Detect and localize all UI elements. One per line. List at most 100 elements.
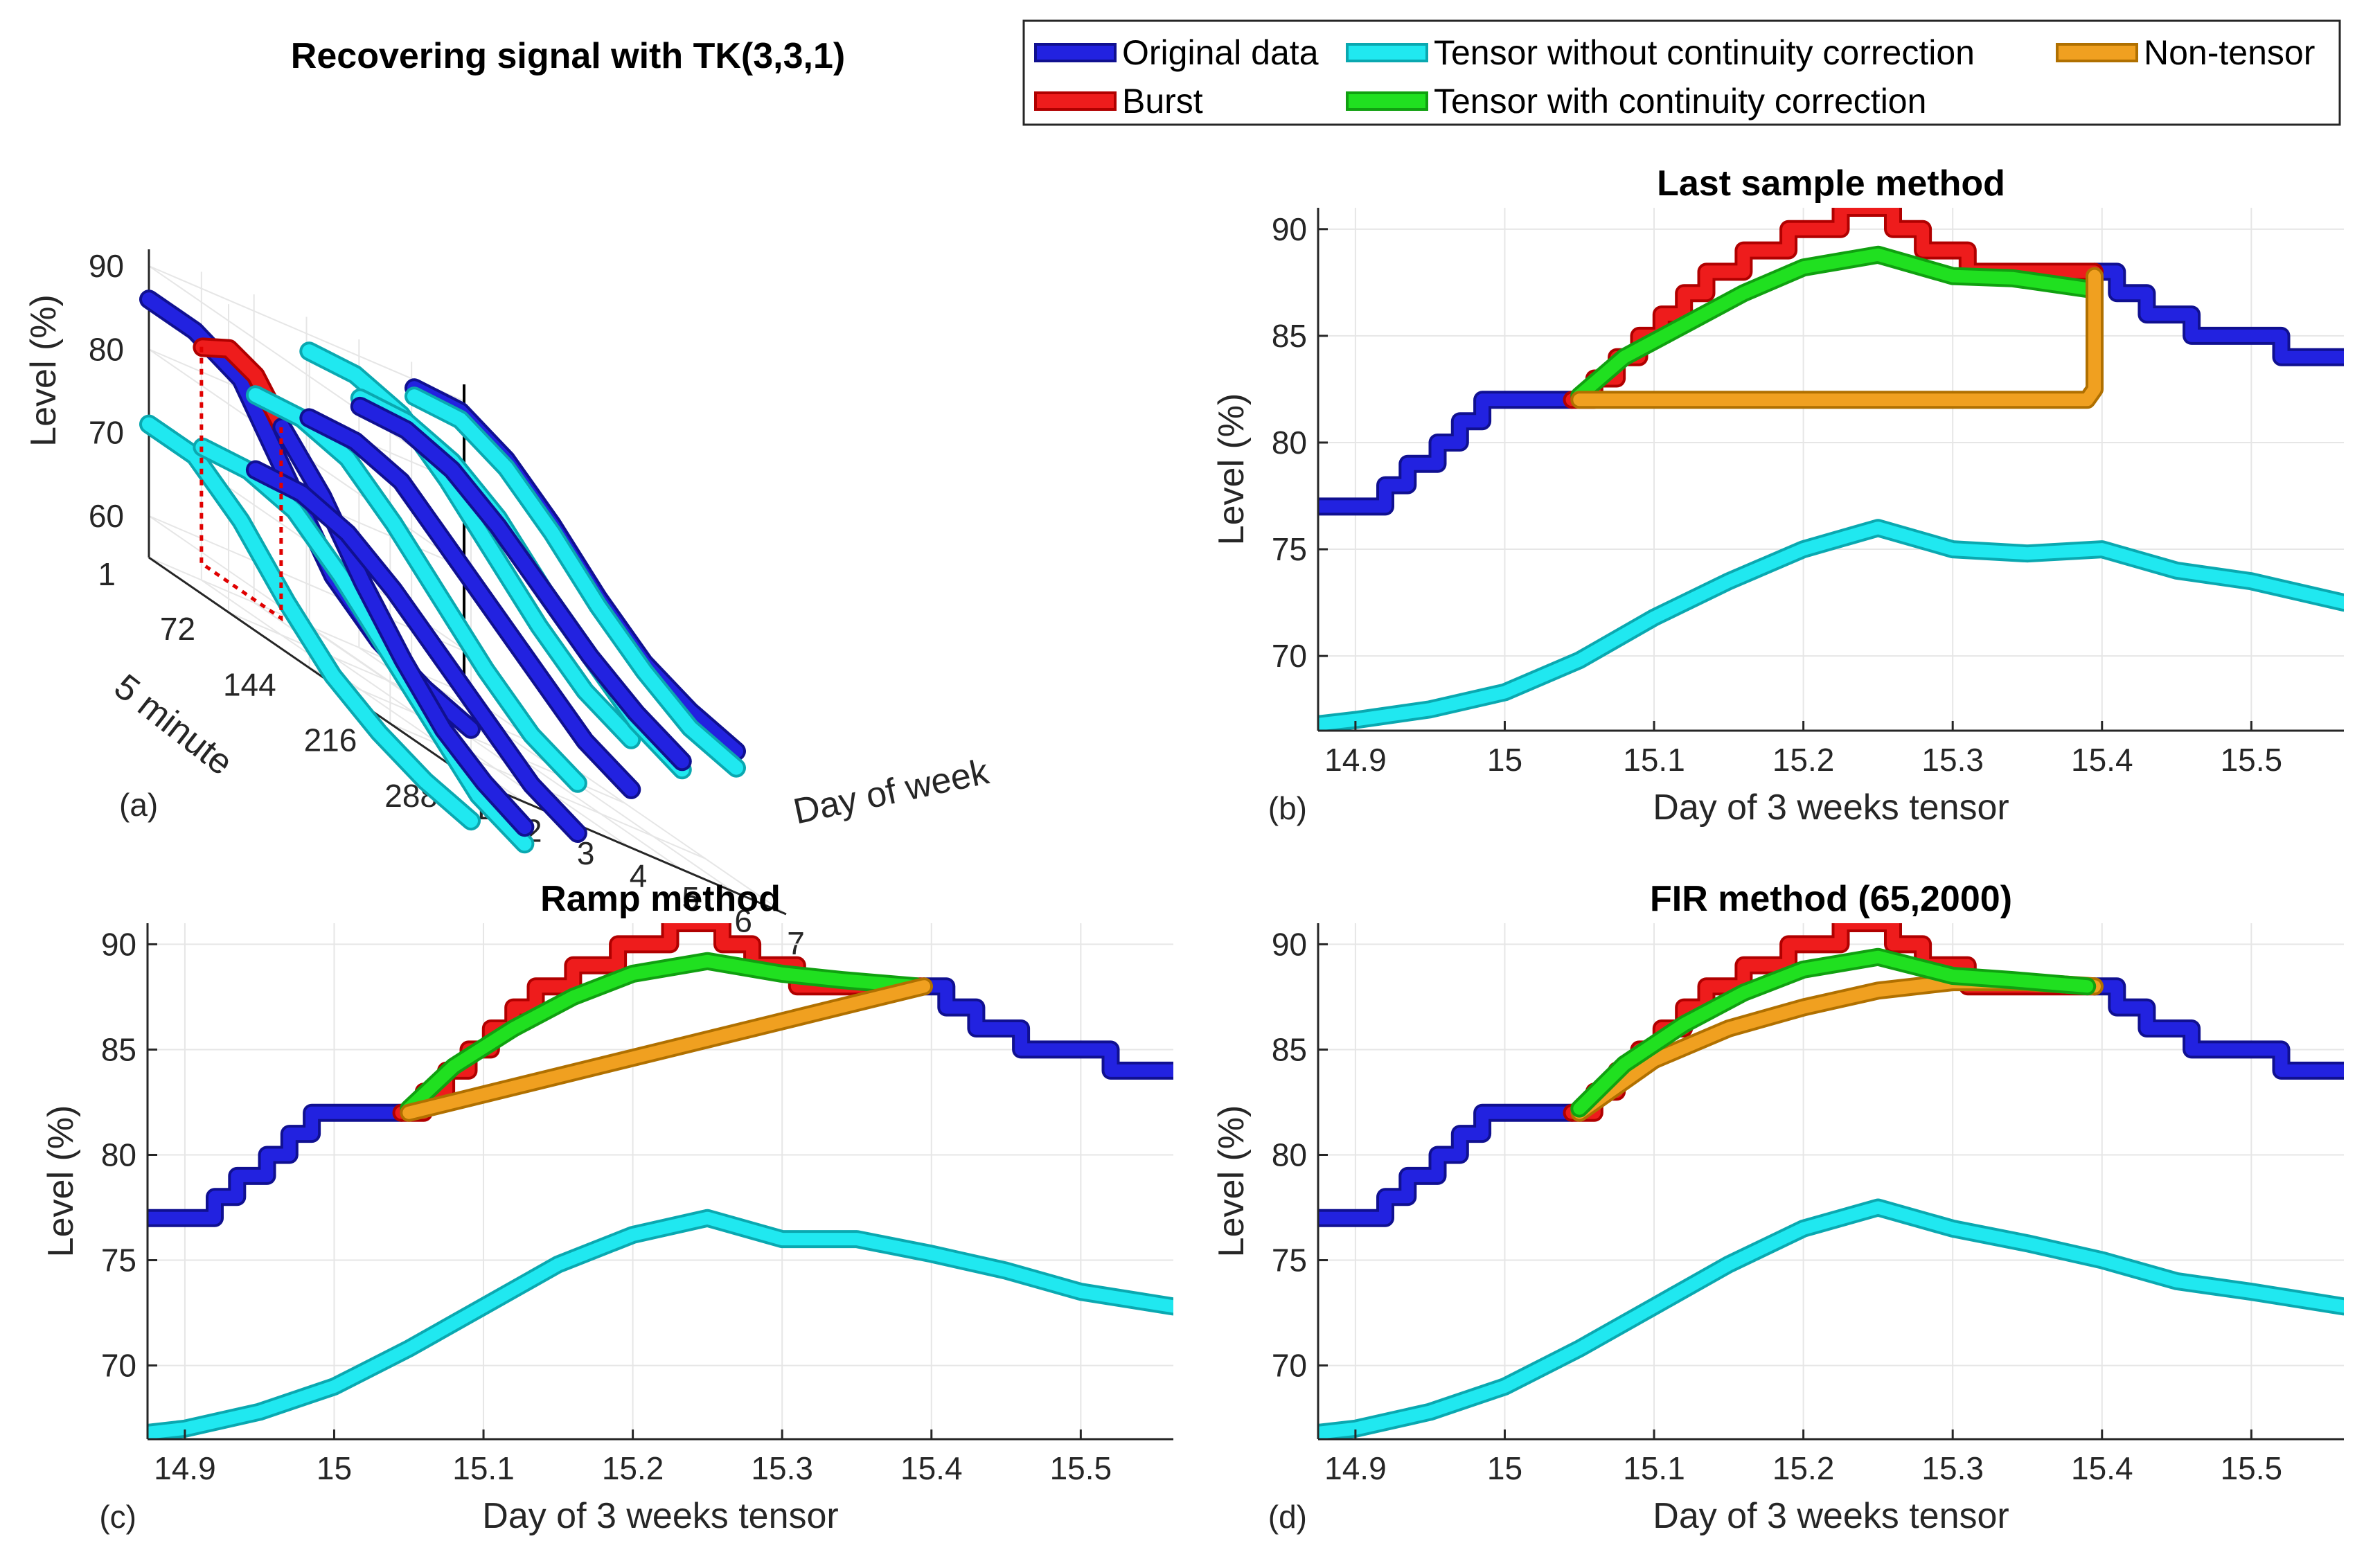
wall-gridline [148,265,465,402]
x-tick-label: 15.5 [2221,742,2283,778]
panel-c-ramp-plot: 14.9 15 15.1 15.2 15.3 15.4 15.57075808590Ramp… [41,879,1173,1536]
legend-label: Non-tensor [2144,33,2315,72]
legend: Original data Burst Tensor without continu… [1022,19,2341,126]
series-ribbon [353,399,689,769]
z-tick-label: 80 [89,331,124,367]
y-tick-label: 85 [1272,318,1307,354]
x-tick-label: 5 [682,880,700,916]
series-ribbon [248,463,585,840]
y-axis-label: 5 minute [107,666,240,783]
series-line-edge [392,923,933,1122]
panel-label: (c) [99,1499,136,1535]
x-tick-label: 15.2 [1772,742,1835,778]
x-tick-label: 15.2 [1772,1450,1835,1486]
x-tick-label: 14.9 [154,1450,216,1486]
series-line [2088,980,2344,1077]
x-tick-label: 15.5 [2221,1450,2283,1486]
legend-swatch [1346,91,1428,111]
y-tick-label: 80 [101,1137,136,1173]
z-tick-label: 70 [89,415,124,451]
z-tick-label: 60 [89,498,124,534]
series-line-edge [2086,977,2344,1080]
x-tick-label: 15.2 [602,1450,664,1486]
x-tick-label: 6 [734,903,752,939]
y-axis-label: Level (%) [1211,393,1252,546]
y-tick-label: 85 [101,1031,136,1067]
series-line-edge [915,977,1173,1080]
series-line [402,954,923,1115]
x-axis-label: Day of week [790,751,993,832]
series-line [148,1106,408,1224]
chart-title: Last sample method [1657,163,2005,204]
x-tick-label: 14.9 [1324,1450,1387,1486]
series-group [1318,923,2344,1439]
x-tick-label: 14.9 [1324,742,1387,778]
legend-entry: Tensor with continuity correction [1346,82,1926,121]
x-tick-label: 7 [787,925,805,961]
x-tick-label: 15.4 [900,1450,963,1486]
panel-d-fir-plot: 14.9 15 15.1 15.2 15.3 15.4 15.5 70 75 80 85 90 FIR … [1211,879,2344,1536]
legend-box [1022,19,2341,126]
x-axis-label: Day of 3 weeks tensor [1653,1496,2009,1536]
series-line [918,980,1173,1077]
x-tick-label: 15.1 [1623,1450,1685,1486]
series-line [2088,265,2344,364]
y-tick-label: 216 [304,722,357,758]
series-ribbon [142,417,478,828]
x-tick-label: 15.1 [452,1450,515,1486]
y-tick-label: 75 [101,1242,136,1279]
y-tick-label: 75 [1272,1242,1307,1279]
series-group [148,923,1173,1439]
series-line [1318,1201,2344,1439]
x-tick-label: 15.3 [1921,742,1984,778]
panel-label: (a) [119,787,158,823]
panel-label: (d) [1268,1499,1307,1535]
legend-label: Original data [1122,33,1319,72]
legend-entry: Non-tensor [2056,33,2315,72]
y-tick-label: 144 [223,666,276,702]
series-line [1573,950,2094,1115]
x-tick-label: 15.4 [2071,1450,2133,1486]
y-tick-label: 72 [160,611,195,647]
y-axis-label: Level (%) [1211,1105,1252,1258]
series-ribbon [302,411,639,796]
x-tick-label: 15 [1487,742,1522,778]
legend-swatch [2056,43,2138,62]
legend-entry: Tensor without continuity correction [1346,33,1975,72]
series-line [1573,248,2094,402]
legend-entry: Original data [1034,33,1319,72]
series-line [1318,393,1579,513]
y-tick-label: 90 [101,926,136,962]
x-tick-label: 15.3 [751,1450,813,1486]
series-line [1573,269,2101,407]
x-tick-label: 15.5 [1050,1450,1112,1486]
series-ribbon [302,344,639,747]
series-ribbon [275,420,532,835]
legend-label: Burst [1122,82,1203,121]
series-line-edge [2086,262,2344,366]
legend-label: Tensor with continuity correction [1434,82,1926,121]
legend-swatch [1346,43,1428,62]
x-axis-label: Day of 3 weeks tensor [1653,787,2009,828]
y-tick-label: 85 [1272,1031,1307,1067]
y-tick-label: 70 [1272,638,1307,674]
y-tick-label: 90 [1272,211,1307,247]
y-tick-label: 80 [1272,425,1307,461]
series-line-edge [1318,391,1581,516]
x-tick-label: 15 [317,1450,352,1486]
chart-title: Ramp method [540,879,781,919]
x-tick-label: 15.4 [2071,742,2133,778]
series-line-edge [148,1103,411,1227]
z-tick-label: 90 [89,248,124,284]
legend-label: Tensor without continuity correction [1434,33,1975,72]
panel-label: (b) [1268,790,1307,826]
series-line-edge [1318,1103,1581,1227]
y-tick-label: 1 [98,556,116,592]
legend-swatch [1034,43,1117,62]
series-line [402,980,930,1119]
chart-title: Recovering signal with TK(3,3,1) [291,36,845,76]
series-line [1318,1106,1579,1224]
y-tick-label: 90 [1272,926,1307,962]
